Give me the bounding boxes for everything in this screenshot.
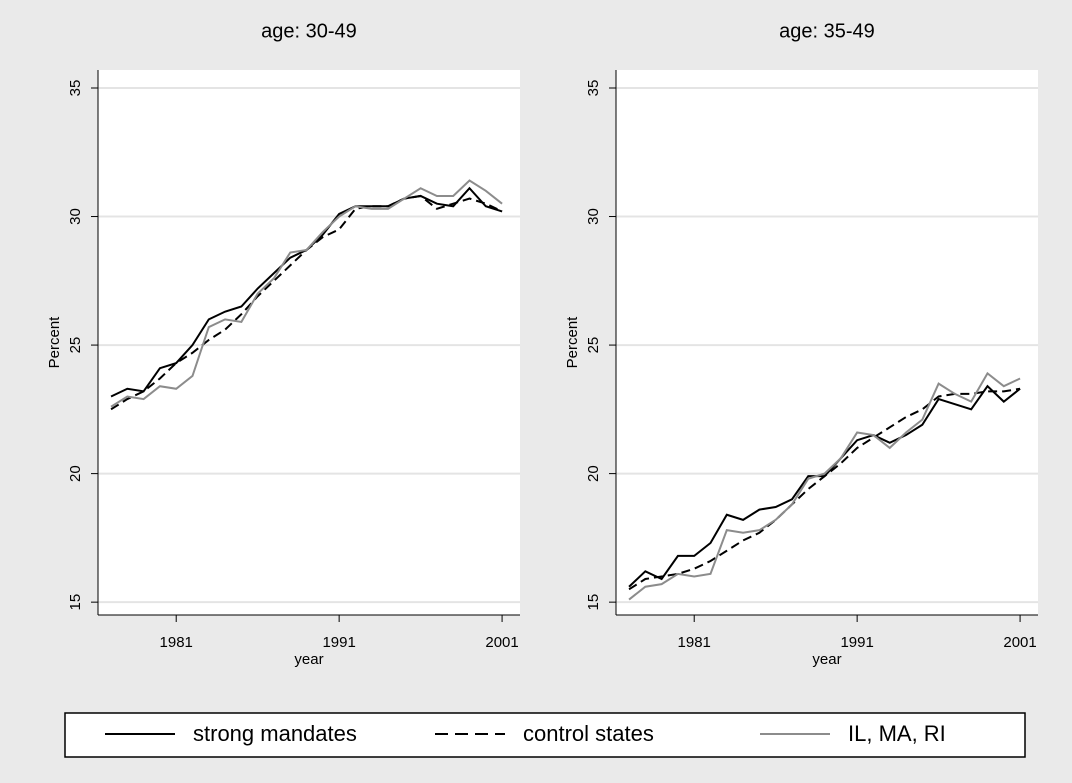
x-tick-label: 1991: [322, 634, 355, 651]
y-tick-label: 15: [585, 594, 602, 611]
y-axis-label: Percent: [46, 316, 63, 369]
x-axis-label: year: [812, 651, 841, 668]
legend-label: strong mandates: [193, 721, 357, 746]
legend-label: IL, MA, RI: [848, 721, 946, 746]
x-tick-label: 1981: [160, 634, 193, 651]
x-tick-label: 1981: [678, 634, 711, 651]
panel-title: age: 35-49: [779, 20, 875, 42]
y-tick-label: 30: [67, 208, 84, 225]
x-axis-label: year: [294, 651, 323, 668]
x-tick-label: 2001: [1003, 634, 1036, 651]
series-line: [110, 179, 503, 408]
x-tick-label: 1991: [840, 634, 873, 651]
y-tick-label: 35: [585, 80, 602, 97]
y-tick-label: 20: [67, 465, 84, 482]
y-tick-label: 25: [585, 337, 602, 354]
legend-label: control states: [523, 721, 654, 746]
panel-title: age: 30-49: [261, 20, 357, 42]
y-tick-label: 30: [585, 208, 602, 225]
plot-area: [616, 70, 1038, 615]
y-tick-label: 25: [67, 337, 84, 354]
y-tick-label: 20: [585, 465, 602, 482]
y-tick-label: 15: [67, 594, 84, 611]
x-tick-label: 2001: [485, 634, 518, 651]
y-tick-label: 35: [67, 80, 84, 97]
plot-area: [98, 70, 520, 615]
series-line: [628, 371, 1021, 601]
legend-box: [64, 712, 1026, 758]
y-axis-label: Percent: [564, 316, 581, 369]
